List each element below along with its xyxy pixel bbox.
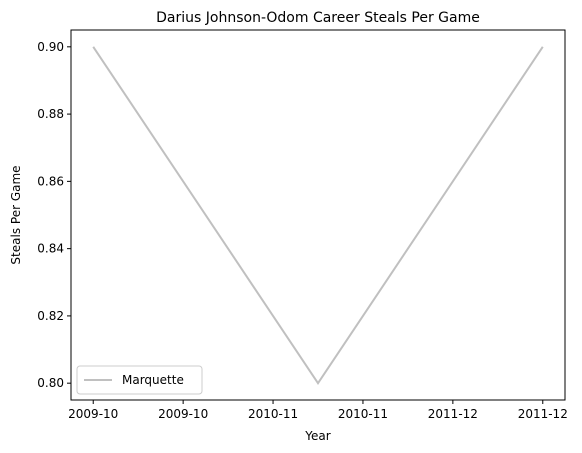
y-tick-label: 0.82	[37, 309, 64, 323]
legend: Marquette	[76, 365, 203, 395]
y-tick-label: 0.88	[37, 107, 64, 121]
x-axis-label: Year	[304, 429, 330, 443]
x-tick-label: 2011-12	[518, 407, 568, 421]
x-tick-label: 2010-11	[338, 407, 388, 421]
x-axis: 2009-10 2009-10 2010-11 2010-11 2011-12 2011-…	[68, 400, 568, 421]
series-layer	[92, 46, 544, 385]
x-tick-label: 2010-11	[248, 407, 298, 421]
chart-title: Darius Johnson-Odom Career Steals Per Ga…	[156, 10, 480, 26]
y-tick-label: 0.84	[37, 242, 64, 256]
legend-label-marquette: Marquette	[122, 373, 184, 387]
y-axis-label: Steals Per Game	[9, 165, 23, 264]
y-tick-label: 0.86	[37, 174, 64, 188]
y-tick-label: 0.80	[37, 376, 64, 390]
plot-area	[70, 29, 566, 401]
series-line-marquette	[92, 46, 544, 385]
x-tick-label: 2011-12	[428, 407, 478, 421]
x-tick-label: 2009-10	[68, 407, 118, 421]
y-tick-label: 0.90	[37, 40, 64, 54]
x-tick-label: 2009-10	[158, 407, 208, 421]
y-axis: 0.80 0.82 0.84 0.86 0.88 0.90	[37, 40, 71, 390]
legend-box	[76, 365, 203, 395]
